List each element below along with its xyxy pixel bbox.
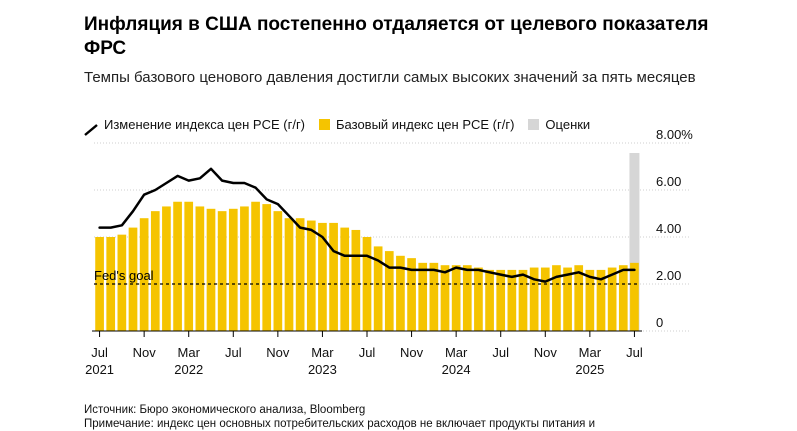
bar: [139, 218, 149, 331]
bar: [162, 206, 171, 331]
legend-item-estimate: Оценки: [528, 117, 590, 132]
x-tick-label: Nov: [400, 345, 424, 360]
bar: [206, 208, 216, 331]
x-tick-label: Jul: [359, 345, 376, 360]
y-tick-label: 8.00%: [656, 127, 693, 142]
estimate-band: [629, 153, 640, 331]
chart-source: Источник: Бюро экономического анализа, B…: [84, 403, 595, 431]
legend-estimate-label: Оценки: [545, 116, 591, 132]
bar: [574, 265, 584, 331]
legend-item-line: Изменение индекса цен PCE (г/г): [84, 116, 306, 136]
x-tick-label: Nov: [266, 345, 290, 360]
source-text: Источник: Бюро экономического анализа, B…: [84, 404, 366, 416]
x-tick-label: Mar: [178, 345, 201, 360]
bar: [607, 267, 617, 331]
chart-subtitle: Темпы базового ценового давления достигл…: [84, 69, 696, 86]
bar: [150, 211, 160, 331]
bar: [618, 265, 628, 331]
bar: [284, 218, 294, 331]
bar: [485, 269, 494, 331]
x-tick-label: Mar: [579, 345, 602, 360]
y-tick-label: 2.00: [656, 268, 681, 283]
x-tick-label: Mar: [445, 345, 468, 360]
bar: [228, 208, 238, 331]
legend-line-label: Изменение индекса цен PCE (г/г): [104, 116, 306, 132]
bar: [318, 222, 327, 331]
bar: [173, 201, 182, 331]
x-year-label: 2023: [308, 362, 337, 377]
bar: [563, 267, 572, 331]
x-tick-label: Jul: [91, 345, 108, 360]
bar: [106, 237, 116, 331]
bar: [373, 246, 383, 331]
chart-title: Инфляция в США постепенно отдаляется от …: [84, 14, 709, 59]
bar: [585, 269, 595, 331]
bar: [95, 237, 104, 331]
bar: [630, 262, 639, 331]
legend-estimate-swatch: [528, 118, 540, 130]
bar: [117, 234, 127, 331]
bar: [184, 201, 194, 331]
y-tick-label: 0: [656, 315, 663, 330]
bar: [329, 222, 338, 331]
y-tick-label: 4.00: [656, 221, 681, 236]
bar: [462, 265, 472, 331]
bar: [273, 211, 283, 331]
bar: [540, 267, 550, 331]
x-tick-label: Mar: [311, 345, 334, 360]
bar: [262, 204, 272, 331]
x-year-label: 2025: [575, 362, 604, 377]
bar: [596, 269, 606, 331]
note-text: Примечание: индекс цен основных потребит…: [84, 418, 596, 430]
bar: [451, 265, 461, 331]
x-year-label: 2021: [85, 362, 114, 377]
bar: [529, 267, 539, 331]
y-tick-label: 6.00: [656, 174, 681, 189]
bar: [340, 227, 350, 331]
bar: [418, 262, 428, 331]
bar: [474, 267, 483, 331]
bar: [496, 269, 506, 331]
bar: [429, 262, 439, 331]
bar: [128, 227, 138, 331]
bar: [251, 201, 260, 331]
x-tick-label: Nov: [534, 345, 558, 360]
bar: [195, 206, 205, 331]
bar: [217, 211, 227, 331]
bar: [407, 258, 416, 331]
bar: [396, 255, 405, 331]
pce-line: [98, 167, 636, 283]
x-tick-label: Jul: [492, 345, 509, 360]
x-tick-label: Jul: [626, 345, 643, 360]
bar: [240, 206, 249, 331]
legend-item-bar: Базовый индекс цен PCE (г/г): [319, 117, 514, 132]
bar: [507, 269, 517, 331]
bar: [440, 265, 450, 331]
legend: Изменение индекса цен PCE (г/г) Базовый …: [84, 115, 604, 136]
x-tick-label: Nov: [133, 345, 157, 360]
x-tick-label: Jul: [225, 345, 242, 360]
bar: [384, 251, 394, 331]
bar: [552, 265, 561, 331]
legend-bar-label: Базовый индекс цен PCE (г/г): [336, 116, 515, 132]
bar: [518, 269, 528, 331]
x-year-label: 2024: [442, 362, 471, 377]
bar: [306, 220, 316, 331]
bar: [295, 218, 305, 331]
bar: [351, 229, 361, 331]
x-year-label: 2022: [174, 362, 203, 377]
legend-bar-swatch: [319, 118, 331, 130]
fed-goal-label: Fed's goal: [94, 268, 154, 283]
